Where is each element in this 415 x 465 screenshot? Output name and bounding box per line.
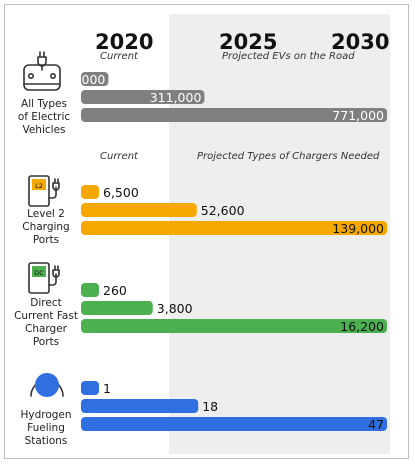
- value-label-electric-vehicles-2030: 771,000: [332, 108, 384, 123]
- dc-icon-text: DC: [34, 269, 44, 277]
- value-label-dc-fast-ports-2030: 16,200: [340, 319, 384, 334]
- label-line: Ports: [32, 336, 60, 348]
- bar-electric-vehicles-2020: [81, 72, 109, 86]
- bar-level2-ports-2020: [81, 185, 99, 199]
- label-electric-vehicles: All Types of Electric Vehicles: [5, 98, 83, 137]
- value-label-electric-vehicles-2020: 69,000: [62, 72, 106, 87]
- label-line: of Electric: [17, 111, 71, 123]
- label-line: Charging: [22, 221, 70, 233]
- bar-dc-fast-ports-2025: [81, 301, 153, 315]
- level2-icon-text: L2: [35, 182, 43, 190]
- bar-hydrogen-stations-2020: [81, 381, 99, 395]
- label-line: All Types: [21, 98, 67, 110]
- value-label-dc-fast-ports-2020: 260: [103, 283, 127, 298]
- label-level2-ports: Level 2 Charging Ports: [7, 208, 85, 247]
- label-line: Level 2: [27, 208, 65, 220]
- value-label-level2-ports-2025: 52,600: [201, 203, 245, 218]
- bar-dc-fast-ports-2020: [81, 283, 99, 297]
- label-hydrogen-stations: Hydrogen Fueling Stations: [7, 409, 85, 448]
- bar-electric-vehicles-2025: [81, 90, 205, 104]
- projected-evs-caption: Projected EVs on the Road: [222, 51, 355, 62]
- electric-car-plug-icon: [23, 51, 61, 91]
- hydrogen-station-icon: [30, 373, 64, 397]
- label-line: Hydrogen: [20, 409, 72, 421]
- label-line: Direct: [30, 297, 62, 309]
- current-caption-top: Current: [100, 51, 138, 62]
- value-label-hydrogen-stations-2025: 18: [202, 399, 218, 414]
- label-line: Stations: [24, 435, 68, 447]
- bar-electric-vehicles-2030: [81, 108, 387, 122]
- value-label-level2-ports-2020: 6,500: [103, 185, 139, 200]
- value-label-hydrogen-stations-2030: 47: [368, 417, 384, 432]
- label-line: Ports: [32, 234, 60, 246]
- value-label-dc-fast-ports-2025: 3,800: [157, 301, 193, 316]
- label-dc-fast-ports: Direct Current Fast Charger Ports: [7, 297, 85, 349]
- value-label-hydrogen-stations-2020: 1: [103, 381, 111, 396]
- projected-chargers-caption: Projected Types of Chargers Needed: [197, 151, 380, 162]
- value-label-level2-ports-2030: 139,000: [332, 221, 384, 236]
- year-2020-header: 2020: [95, 30, 154, 54]
- current-caption-chargers: Current: [100, 151, 138, 162]
- year-2025-header: 2025: [219, 30, 278, 54]
- bar-dc-fast-ports-2030: [81, 319, 387, 333]
- dc-fast-charger-icon: DC: [28, 262, 60, 294]
- bar-level2-ports-2030: [81, 221, 387, 235]
- bar-hydrogen-stations-2025: [81, 399, 199, 413]
- year-2030-header: 2030: [331, 30, 390, 54]
- label-line: Fueling: [27, 422, 65, 434]
- bar-hydrogen-stations-2030: [81, 417, 387, 431]
- label-line: Vehicles: [22, 124, 66, 136]
- label-line: Charger: [25, 323, 67, 335]
- label-line: Current Fast: [14, 310, 78, 322]
- value-label-electric-vehicles-2025: 311,000: [150, 90, 202, 105]
- bar-level2-ports-2025: [81, 203, 197, 217]
- level2-charger-icon: L2: [28, 175, 60, 207]
